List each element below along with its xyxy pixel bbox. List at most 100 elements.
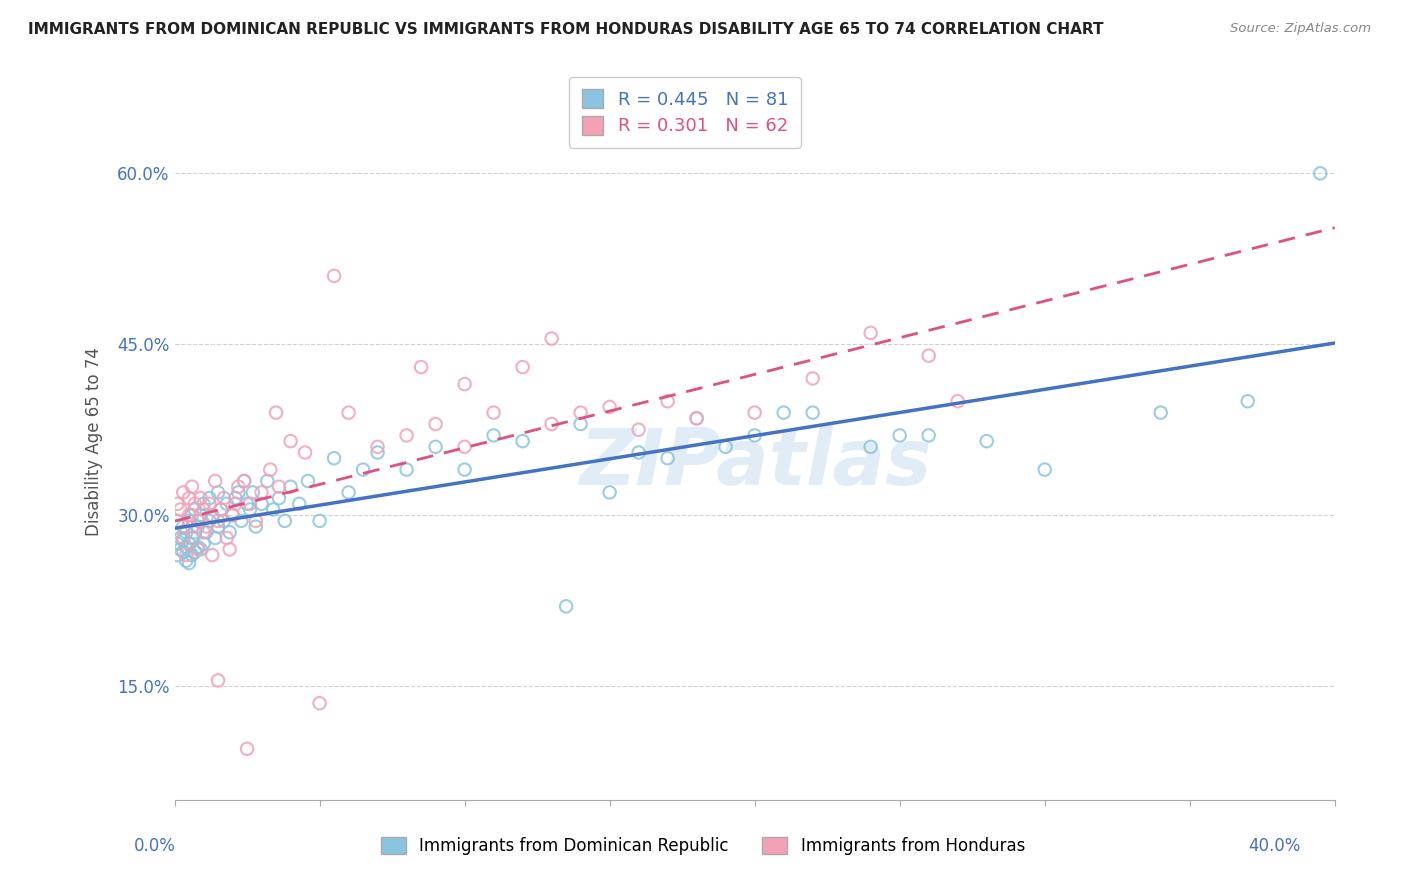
Point — [166, 497, 188, 511]
Point — [482, 428, 505, 442]
Point — [212, 491, 235, 505]
Text: 40.0%: 40.0% — [1249, 837, 1301, 855]
Point — [280, 480, 302, 494]
Point — [512, 434, 534, 449]
Point — [425, 417, 447, 431]
Point — [569, 406, 592, 420]
Point — [207, 485, 229, 500]
Point — [599, 485, 621, 500]
Point — [239, 497, 262, 511]
Point — [177, 491, 200, 505]
Point — [172, 544, 194, 558]
Point — [308, 514, 330, 528]
Point — [367, 445, 389, 459]
Point — [198, 497, 221, 511]
Point — [177, 508, 200, 523]
Point — [627, 423, 650, 437]
Point — [337, 485, 360, 500]
Point — [1236, 394, 1258, 409]
Point — [198, 491, 221, 505]
Point — [744, 406, 766, 420]
Point — [976, 434, 998, 449]
Point — [231, 514, 253, 528]
Point — [209, 502, 232, 516]
Point — [918, 428, 941, 442]
Point — [772, 406, 794, 420]
Point — [190, 508, 212, 523]
Point — [174, 548, 197, 562]
Point — [177, 537, 200, 551]
Point — [169, 542, 191, 557]
Point — [859, 326, 882, 340]
Point — [184, 497, 207, 511]
Point — [207, 673, 229, 688]
Point — [187, 514, 209, 528]
Point — [395, 428, 418, 442]
Point — [714, 440, 737, 454]
Point — [184, 525, 207, 540]
Point — [889, 428, 911, 442]
Point — [250, 497, 273, 511]
Point — [1033, 462, 1056, 476]
Point — [172, 533, 194, 548]
Point — [395, 462, 418, 476]
Point — [177, 514, 200, 528]
Point — [657, 394, 679, 409]
Point — [193, 525, 215, 540]
Point — [181, 519, 204, 533]
Point — [744, 428, 766, 442]
Point — [181, 480, 204, 494]
Point — [221, 508, 243, 523]
Point — [190, 542, 212, 557]
Point — [337, 406, 360, 420]
Point — [224, 491, 246, 505]
Point — [946, 394, 969, 409]
Point — [555, 599, 578, 614]
Point — [215, 497, 238, 511]
Point — [172, 519, 194, 533]
Point — [323, 268, 346, 283]
Point — [801, 406, 824, 420]
Y-axis label: Disability Age 65 to 74: Disability Age 65 to 74 — [86, 347, 103, 535]
Point — [177, 556, 200, 570]
Point — [181, 548, 204, 562]
Point — [267, 491, 290, 505]
Point — [245, 514, 267, 528]
Point — [195, 525, 218, 540]
Point — [181, 531, 204, 545]
Point — [859, 440, 882, 454]
Point — [352, 462, 374, 476]
Point — [215, 531, 238, 545]
Point — [174, 540, 197, 554]
Point — [236, 497, 259, 511]
Point — [236, 741, 259, 756]
Point — [245, 519, 267, 533]
Point — [1150, 406, 1173, 420]
Point — [308, 696, 330, 710]
Point — [212, 514, 235, 528]
Point — [297, 474, 319, 488]
Point — [453, 440, 475, 454]
Point — [918, 349, 941, 363]
Point — [1309, 166, 1331, 180]
Point — [274, 514, 297, 528]
Point — [184, 502, 207, 516]
Point — [512, 359, 534, 374]
Point — [187, 540, 209, 554]
Point — [228, 480, 250, 494]
Point — [221, 508, 243, 523]
Point — [256, 474, 278, 488]
Point — [201, 548, 224, 562]
Point — [228, 485, 250, 500]
Point — [323, 451, 346, 466]
Point — [169, 502, 191, 516]
Point — [482, 406, 505, 420]
Point — [193, 537, 215, 551]
Point — [174, 525, 197, 540]
Point — [209, 502, 232, 516]
Point — [657, 451, 679, 466]
Point — [233, 474, 256, 488]
Point — [627, 445, 650, 459]
Point — [166, 514, 188, 528]
Point — [193, 502, 215, 516]
